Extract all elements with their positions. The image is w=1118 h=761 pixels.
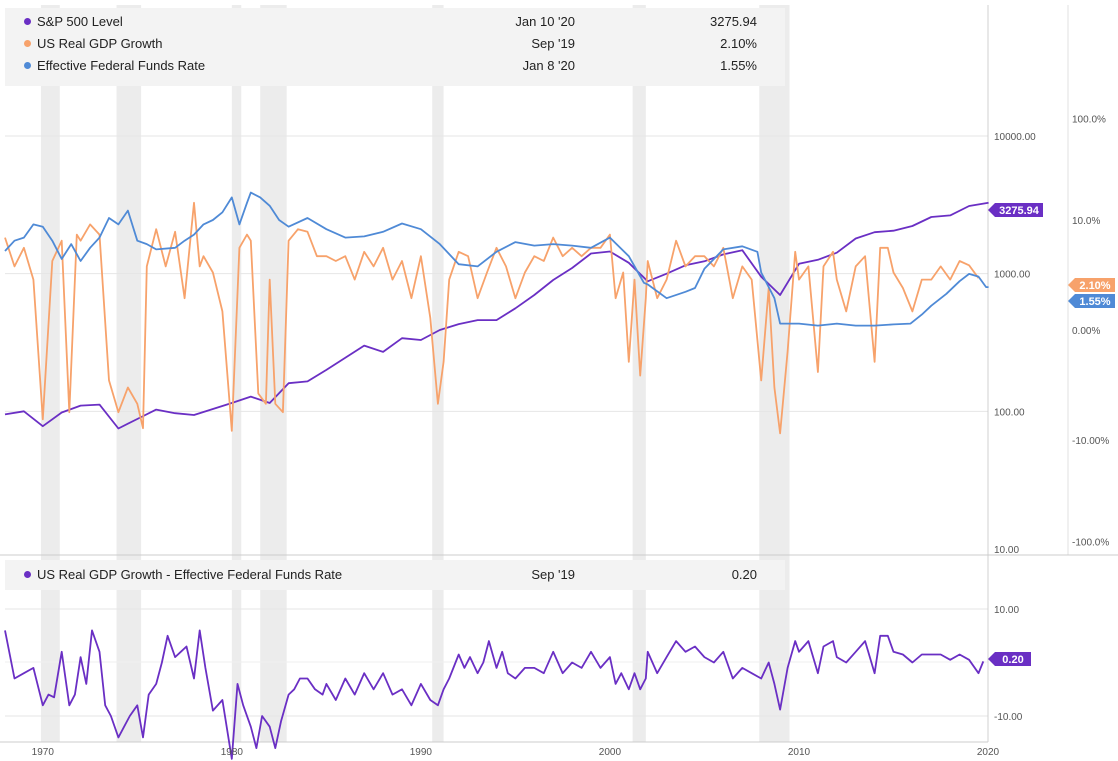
series-line	[4, 191, 989, 327]
gridlines	[5, 135, 988, 717]
y-tick-left: 10000.00	[994, 132, 1036, 143]
panel-dividers	[0, 5, 1118, 743]
recession-band	[40, 5, 60, 742]
legend-name: Effective Federal Funds Rate	[37, 58, 206, 73]
legend-row-gdp-growth[interactable]: US Real GDP Growth Sep '19 2.10%	[5, 33, 780, 55]
sp500-color-dot	[24, 18, 31, 25]
legend-name: S&P 500 Level	[37, 14, 123, 29]
recession-band	[116, 5, 142, 742]
legend-row-fed-funds[interactable]: Effective Federal Funds Rate Jan 8 '20 1…	[5, 55, 780, 77]
y-tick-left: 10.00	[994, 545, 1019, 556]
series-line	[4, 629, 985, 760]
y-tick-right: -10.00%	[1072, 436, 1109, 447]
y-tick-bottom: -10.00	[994, 712, 1023, 723]
x-tick: 1970	[32, 747, 55, 758]
value-badge-text: 1.55%	[1079, 296, 1110, 308]
value-badge	[988, 203, 1043, 217]
y-tick-bottom: 10.00	[994, 605, 1019, 616]
recession-band	[432, 5, 444, 742]
legend-date: Jan 8 '20	[522, 58, 575, 73]
legend-value: 1.55%	[720, 58, 757, 73]
value-badges: 3275.94 2.10% 1.55% 0.20	[988, 203, 1115, 666]
series-line	[4, 201, 980, 435]
y-tick-left: 100.00	[994, 407, 1025, 418]
spread-color-dot	[24, 571, 31, 578]
gdp-color-dot	[24, 40, 31, 47]
recession-band	[231, 5, 242, 742]
legend-name: US Real GDP Growth - Effective Federal F…	[37, 567, 343, 582]
x-tick: 2010	[788, 747, 811, 758]
legend-row-sp500[interactable]: S&P 500 Level Jan 10 '20 3275.94	[5, 11, 780, 33]
value-badge-text: 0.20	[1002, 654, 1023, 666]
legend-name: US Real GDP Growth	[37, 36, 163, 51]
x-tick: 1990	[410, 747, 433, 758]
value-badge-text: 3275.94	[999, 205, 1040, 217]
top-legend: S&P 500 Level Jan 10 '20 3275.94 US Real…	[5, 8, 785, 86]
bottom-legend: US Real GDP Growth - Effective Federal F…	[5, 560, 785, 590]
value-badge	[1068, 294, 1115, 308]
y-tick-right: -100.0%	[1072, 538, 1109, 549]
legend-date: Sep '19	[531, 567, 575, 582]
x-tick: 2020	[977, 747, 1000, 758]
x-tick: 2000	[599, 747, 622, 758]
y-tick-right: 0.00%	[1072, 326, 1100, 337]
recession-bands	[40, 5, 790, 742]
bottom-panel-series	[4, 629, 985, 760]
legend-value: 2.10%	[720, 36, 757, 51]
y-tick-right: 10.0%	[1072, 216, 1100, 227]
fed-color-dot	[24, 62, 31, 69]
y-tick-right: 100.0%	[1072, 114, 1106, 125]
legend-value: 0.20	[731, 567, 757, 582]
value-badge	[988, 652, 1031, 666]
legend-date: Sep '19	[531, 36, 575, 51]
value-badge	[1068, 278, 1115, 292]
series-line	[4, 201, 989, 430]
legend-row-spread[interactable]: US Real GDP Growth - Effective Federal F…	[5, 564, 780, 586]
top-panel-series	[4, 191, 989, 435]
value-badge-text: 2.10%	[1079, 280, 1110, 292]
axis-ticks: 10000.00 1000.00 100.00 10.00 100.0% 10.0% 0.0…	[32, 114, 1110, 758]
legend-value: 3275.94	[710, 14, 757, 29]
legend-date: Jan 10 '20	[515, 14, 575, 29]
y-tick-left: 1000.00	[994, 270, 1031, 281]
x-tick: 1980	[221, 747, 244, 758]
